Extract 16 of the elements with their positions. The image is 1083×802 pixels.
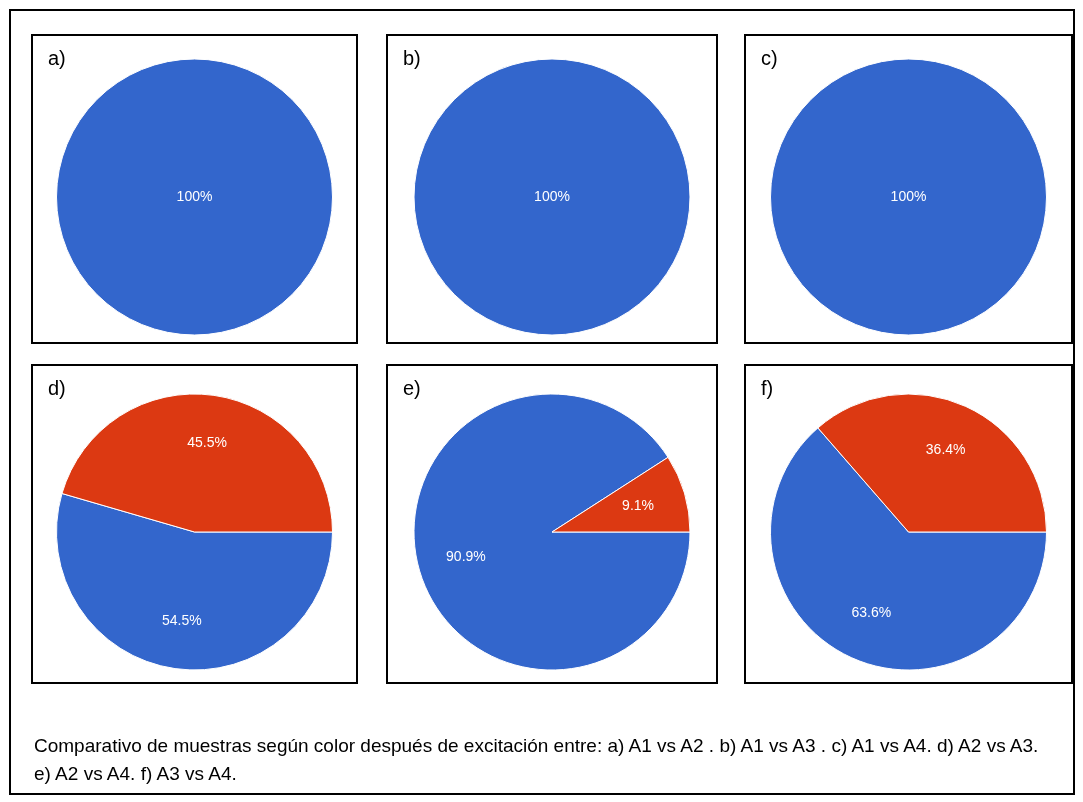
data-label: 9.1%: [622, 497, 655, 514]
data-label: 54.5%: [162, 611, 202, 628]
chart-title: b): [403, 47, 421, 69]
chart-title: f): [761, 377, 774, 399]
data-label: 100%: [534, 187, 570, 204]
data-label: 36.4%: [925, 441, 966, 458]
data-label: 45.5%: [187, 433, 227, 450]
data-label: 100%: [176, 187, 213, 204]
chart-title: c): [761, 47, 778, 69]
data-label: 100%: [890, 187, 927, 204]
text: Comparativo de muestras según color después de excitación entre: a) A1 vs A2 . b) A1 vs A3 . c) A1 vs A4. d) A2 vs A3. e) A2 vs A4. f) A3 vs A4.: [34, 735, 1039, 784]
chart-title: e): [403, 377, 421, 399]
data-label: 90.9%: [446, 548, 486, 564]
data-label: 63.6%: [851, 604, 892, 621]
chart-title: a): [48, 47, 66, 69]
chart-title: d): [48, 377, 66, 399]
